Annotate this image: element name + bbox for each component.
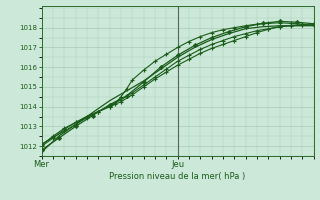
X-axis label: Pression niveau de la mer( hPa ): Pression niveau de la mer( hPa )	[109, 172, 246, 181]
